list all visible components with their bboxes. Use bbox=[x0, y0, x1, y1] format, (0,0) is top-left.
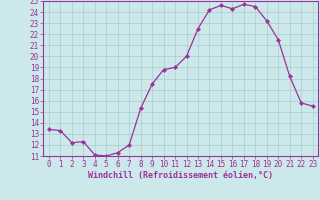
X-axis label: Windchill (Refroidissement éolien,°C): Windchill (Refroidissement éolien,°C) bbox=[88, 171, 273, 180]
